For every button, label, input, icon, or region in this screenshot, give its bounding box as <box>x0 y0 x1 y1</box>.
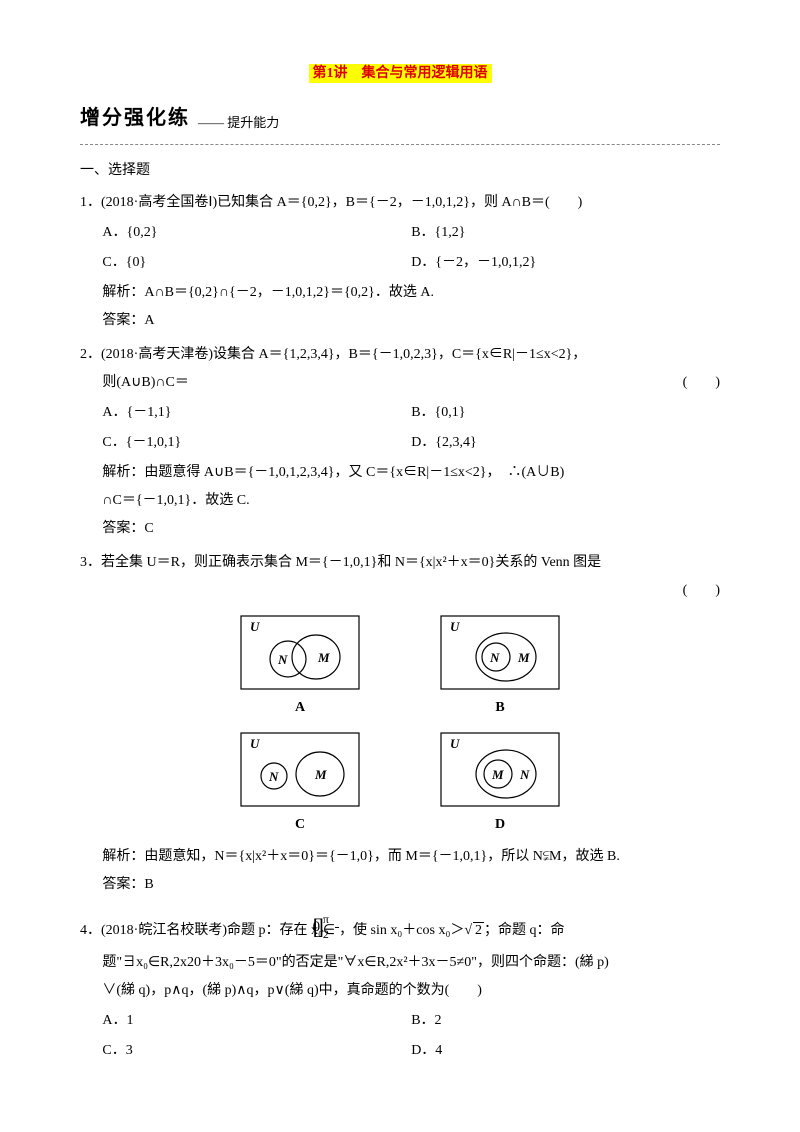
p4-stem1c: ；命题 q：命 <box>484 923 565 938</box>
venn-a-svg: U N M <box>240 615 360 690</box>
p3-stem: 3．若全集 U＝R，则正确表示集合 M＝{－1,0,1}和 N＝{x|x²＋x＝… <box>80 549 720 577</box>
sqrt-val: 2 <box>473 922 484 938</box>
p1-stem: 1．(2018·高考全国卷Ⅰ)已知集合 A＝{0,2}，B＝{－2，－1,0,1… <box>80 189 720 217</box>
venn-b-svg: U N M <box>440 615 560 690</box>
subtitle-main: 增分强化练 <box>80 98 190 138</box>
svg-text:N: N <box>489 650 500 665</box>
p1-opt-d: D．{－2，－1,0,1,2} <box>411 249 720 277</box>
svg-text:N: N <box>268 769 279 784</box>
svg-text:N: N <box>519 767 530 782</box>
problem-1: 1．(2018·高考全国卷Ⅰ)已知集合 A＝{0,2}，B＝{－2，－1,0,1… <box>80 189 720 335</box>
p3-answer: 答案：B <box>80 871 720 899</box>
p1-opt-c: C．{0} <box>102 249 411 277</box>
p4-stem1b: ，使 sin x₀＋cos x₀＞ <box>339 923 464 938</box>
p4-stem3: ∨(綈 q)，p∧q，(綈 p)∧q，p∨(綈 q)中，真命题的个数为( ) <box>80 977 720 1005</box>
p4-stem1: 4．(2018·皖江名校联考)命题 p：存在 x₀∈[0, π2]，使 sin … <box>80 905 720 949</box>
section-label: 一、选择题 <box>80 157 720 185</box>
p2-stem2: 则(A∪B)∩C＝ <box>102 375 188 390</box>
p4-options-2: C．3 D．4 <box>80 1037 720 1065</box>
svg-text:U: U <box>450 619 460 634</box>
problem-3: 3．若全集 U＝R，则正确表示集合 M＝{－1,0,1}和 N＝{x|x²＋x＝… <box>80 549 720 899</box>
p2-opt-a: A．{－1,1} <box>102 399 411 427</box>
subtitle-sub: —— 提升能力 <box>198 110 279 138</box>
p2-paren: ( ) <box>683 369 720 397</box>
subtitle-row: 增分强化练 —— 提升能力 <box>80 98 720 138</box>
p2-options-2: C．{－1,0,1} D．{2,3,4} <box>80 429 720 457</box>
venn-row-1: U N M A U N M B <box>80 615 720 722</box>
p1-opt-b: B．{1,2} <box>411 219 720 247</box>
venn-d: U M N D <box>440 732 560 839</box>
problem-4: 4．(2018·皖江名校联考)命题 p：存在 x₀∈[0, π2]，使 sin … <box>80 905 720 1065</box>
p4-opt-b: B．2 <box>411 1007 720 1035</box>
svg-text:M: M <box>314 767 327 782</box>
p4-opt-c: C．3 <box>102 1037 411 1065</box>
p4-options-1: A．1 B．2 <box>80 1007 720 1035</box>
p1-options-2: C．{0} D．{－2，－1,0,1,2} <box>80 249 720 277</box>
svg-text:U: U <box>250 736 260 751</box>
p1-answer: 答案：A <box>80 307 720 335</box>
sqrt-sym: √ <box>464 923 472 938</box>
venn-d-svg: U M N <box>440 732 560 807</box>
problem-2: 2．(2018·高考天津卷)设集合 A＝{1,2,3,4}，B＝{－1,0,2,… <box>80 341 720 543</box>
p2-stem: 2．(2018·高考天津卷)设集合 A＝{1,2,3,4}，B＝{－1,0,2,… <box>80 341 720 369</box>
p2-opt-c: C．{－1,0,1} <box>102 429 411 457</box>
venn-c-label: C <box>240 811 360 839</box>
p3-explanation: 解析：由题意知，N＝{x|x²＋x＝0}＝{－1,0}，而 M＝{－1,0,1}… <box>80 843 720 871</box>
p2-answer: 答案：C <box>80 515 720 543</box>
venn-d-label: D <box>440 811 560 839</box>
svg-text:N: N <box>277 652 288 667</box>
p4-stem2: 题"∃x₀∈R,2x20＋3x₀－5＝0"的否定是"∀x∈R,2x²＋3x－5≠… <box>80 949 720 977</box>
svg-text:M: M <box>317 650 330 665</box>
p2-exp1: 解析：由题意得 A∪B＝{－1,0,1,2,3,4}，又 C＝{x∈R|－1≤x… <box>80 459 720 487</box>
page-title: 第1讲 集合与常用逻辑用语 <box>80 60 720 88</box>
p4-opt-a: A．1 <box>102 1007 411 1035</box>
title-text: 第1讲 集合与常用逻辑用语 <box>309 64 492 83</box>
venn-b: U N M B <box>440 615 560 722</box>
p3-paren: ( ) <box>683 577 720 605</box>
p2-stem2-row: 则(A∪B)∩C＝ ( ) <box>80 369 720 397</box>
venn-b-label: B <box>440 694 560 722</box>
svg-text:M: M <box>491 767 504 782</box>
svg-text:U: U <box>450 736 460 751</box>
divider <box>80 144 720 145</box>
p2-exp2: ∩C＝{－1,0,1}．故选 C. <box>80 487 720 515</box>
p1-options-1: A．{0,2} B．{1,2} <box>80 219 720 247</box>
p1-opt-a: A．{0,2} <box>102 219 411 247</box>
p2-options-1: A．{－1,1} B．{0,1} <box>80 399 720 427</box>
p3-paren-row: ( ) <box>80 577 720 605</box>
svg-text:U: U <box>250 619 260 634</box>
venn-c-svg: U N M <box>240 732 360 807</box>
venn-a-label: A <box>240 694 360 722</box>
svg-text:M: M <box>517 650 530 665</box>
p2-opt-d: D．{2,3,4} <box>411 429 720 457</box>
venn-a: U N M A <box>240 615 360 722</box>
venn-row-2: U N M C U M N D <box>80 732 720 839</box>
p1-explanation: 解析：A∩B＝{0,2}∩{－2，－1,0,1,2}＝{0,2}．故选 A. <box>80 279 720 307</box>
p2-opt-b: B．{0,1} <box>411 399 720 427</box>
p4-opt-d: D．4 <box>411 1037 720 1065</box>
venn-c: U N M C <box>240 732 360 839</box>
p4-stem1a: 4．(2018·皖江名校联考)命题 p：存在 x₀∈ <box>80 923 335 938</box>
